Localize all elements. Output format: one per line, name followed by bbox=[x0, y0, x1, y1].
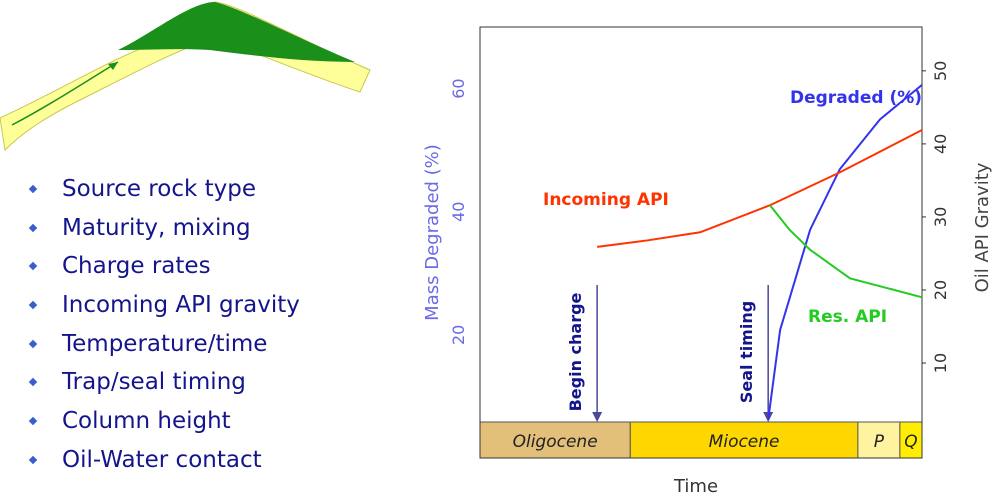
y2-tick-label: 30 bbox=[931, 207, 950, 227]
event-arrow-head bbox=[592, 412, 603, 422]
event-label: Begin charge bbox=[566, 292, 585, 411]
y2-tick-label: 40 bbox=[931, 134, 950, 154]
series-line bbox=[769, 204, 923, 299]
y-tick-label: 60 bbox=[449, 78, 468, 98]
period-band bbox=[629, 421, 859, 459]
series-line bbox=[597, 129, 923, 248]
y-tick-label: 40 bbox=[449, 202, 468, 222]
series-line bbox=[767, 84, 923, 420]
period-band bbox=[479, 421, 631, 459]
bullet-item: Maturity, mixing bbox=[22, 209, 300, 248]
y2-tick-label: 20 bbox=[931, 280, 950, 300]
oil-accumulation bbox=[118, 2, 355, 62]
y2-axis-title: Oil API Gravity bbox=[972, 162, 993, 292]
series-label: Incoming API bbox=[543, 190, 669, 210]
y2-tick-label: 10 bbox=[931, 353, 950, 373]
migration-arrow bbox=[11, 61, 119, 126]
y-axis-title: Mass Degraded (%) bbox=[422, 144, 443, 321]
period-label: P bbox=[874, 432, 885, 452]
y2-tick-label: 50 bbox=[931, 61, 950, 81]
series-label: Degraded (%) bbox=[790, 88, 922, 108]
y-tick-label: 20 bbox=[449, 325, 468, 345]
arrow-head bbox=[108, 62, 118, 70]
event-label: Seal timing bbox=[737, 301, 756, 403]
period-label: Q bbox=[904, 432, 917, 452]
plot-frame bbox=[479, 26, 923, 459]
x-axis-title: Time bbox=[673, 476, 718, 497]
bullet-item: Column height bbox=[22, 402, 300, 441]
bullet-item: Incoming API gravity bbox=[22, 286, 300, 325]
bullet-list: Source rock type Maturity, mixing Charge r… bbox=[22, 170, 300, 480]
bullet-item: Charge rates bbox=[22, 247, 300, 286]
bullet-item: Temperature/time bbox=[22, 325, 300, 364]
period-label: Miocene bbox=[709, 432, 780, 452]
series-label: Res. API bbox=[808, 307, 887, 327]
period-label: Oligocene bbox=[513, 432, 598, 452]
bullet-item: Oil-Water contact bbox=[22, 441, 300, 480]
bullet-item: Source rock type bbox=[22, 170, 300, 209]
trap-illustration bbox=[0, 1, 371, 152]
bullet-item: Trap/seal timing bbox=[22, 363, 300, 402]
